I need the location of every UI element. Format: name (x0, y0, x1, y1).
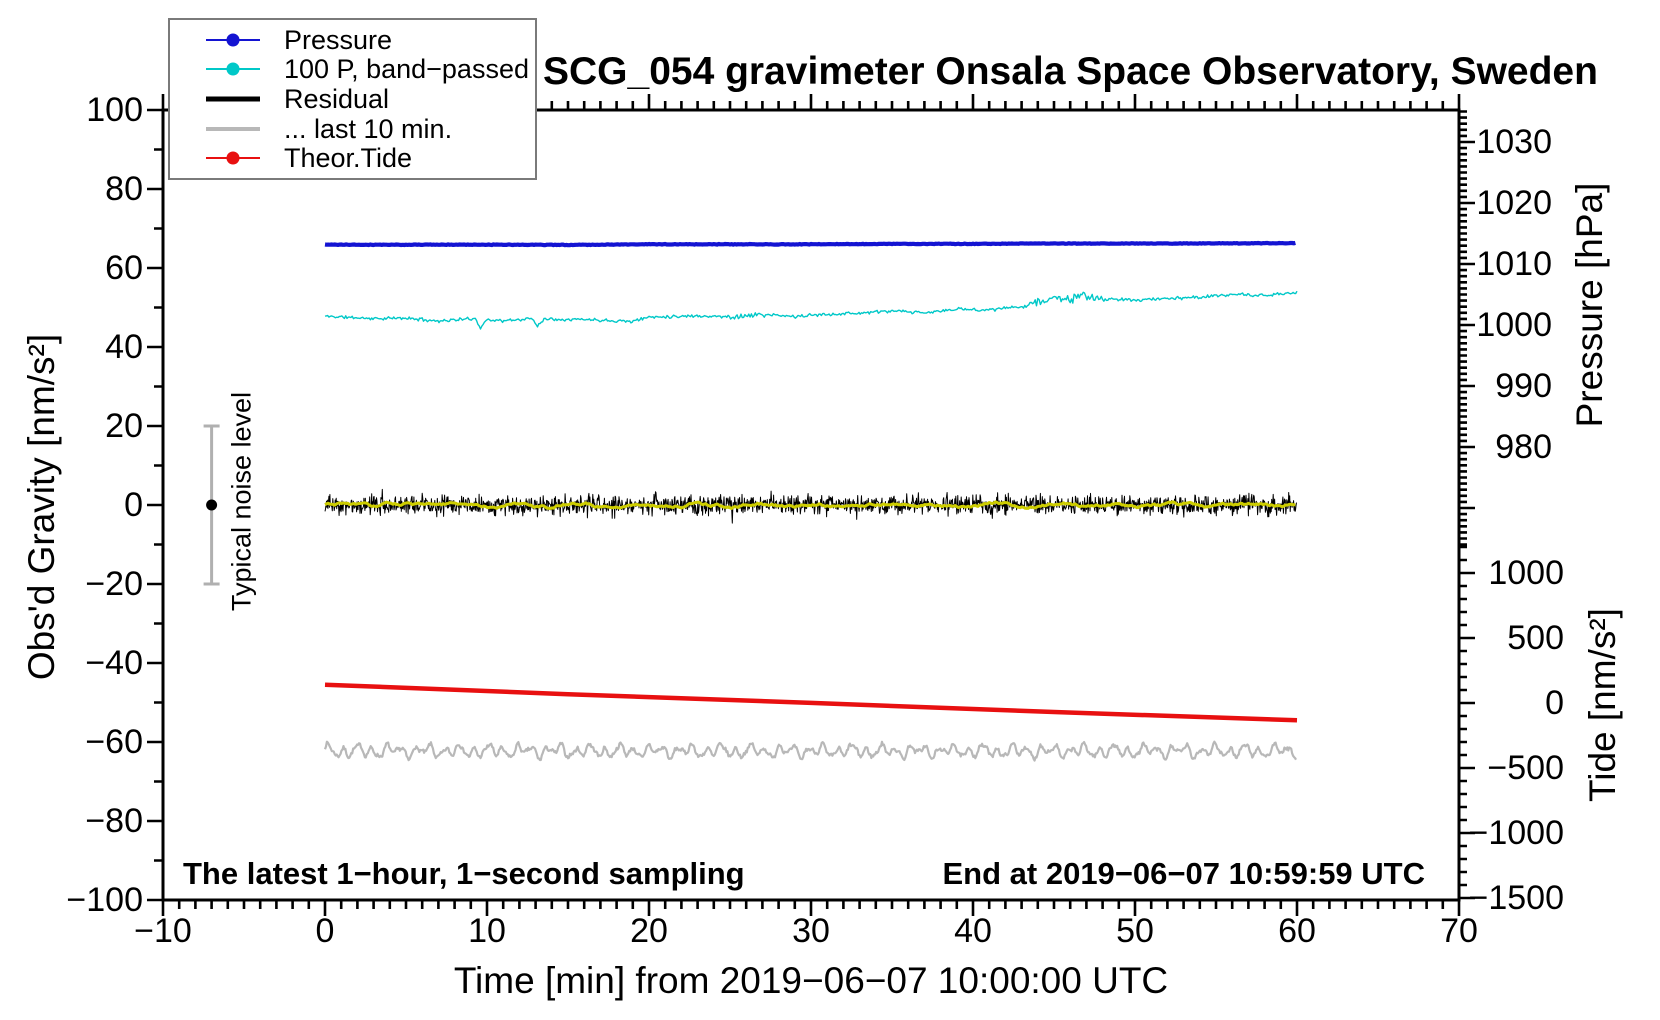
x-tick-label: 30 (792, 912, 830, 950)
tide-tick-label: −500 (1487, 749, 1564, 787)
noise-level-label: Typical noise level (226, 391, 257, 612)
plot-title: SCG_054 gravimeter Onsala Space Observat… (543, 50, 1598, 93)
legend-label: 100 P, band−passed (284, 54, 529, 85)
legend-item: Pressure (170, 26, 535, 54)
x-tick-label: 10 (468, 912, 506, 950)
y-left-tick-label: 20 (105, 407, 143, 445)
y-left-tick-label: 100 (86, 91, 143, 129)
series-last-10-min (323, 740, 1297, 762)
tide-tick-label: 0 (1545, 684, 1564, 722)
x-tick-label: 70 (1440, 912, 1478, 950)
x-tick-label: 40 (954, 912, 992, 950)
pressure-tick-label: 1030 (1476, 123, 1552, 161)
pressure-tick-label: 1020 (1476, 184, 1552, 222)
tide-tick-label: 500 (1507, 619, 1564, 657)
legend-marker-dot (226, 151, 240, 165)
series-band-passed (324, 290, 1298, 330)
legend-label: ... last 10 min. (284, 113, 453, 144)
y-left-tick-label: −40 (85, 644, 143, 682)
legend-item: Theor.Tide (170, 144, 535, 172)
legend-label: Residual (284, 83, 390, 114)
x-tick-label: 60 (1278, 912, 1316, 950)
tide-axis-title: Tide [nm/s²] (1582, 608, 1623, 802)
sampling-note: The latest 1−hour, 1−second sampling (183, 856, 745, 891)
x-axis-title: Time [min] from 2019−06−07 10:00:00 UTC (453, 960, 1169, 1001)
legend-label: Pressure (284, 24, 393, 55)
legend-item: Residual (170, 85, 535, 113)
y-left-tick-label: 0 (124, 486, 143, 524)
tide-tick-label: −1000 (1468, 814, 1565, 852)
series-pressure (324, 240, 1296, 248)
tide-tick-label: −1500 (1468, 879, 1565, 917)
legend-item: ... last 10 min. (170, 115, 535, 143)
pressure-tick-label: 990 (1495, 367, 1552, 405)
series-residual-smoothed (324, 500, 1296, 510)
x-tick-label: 50 (1116, 912, 1154, 950)
legend: Pressure 100 P, band−passed Residual... la… (168, 18, 537, 180)
end-time-note: End at 2019−06−07 10:59:59 UTC (942, 856, 1426, 891)
x-tick-label: −10 (134, 912, 192, 950)
noise-bar-dot (206, 499, 218, 511)
y-left-tick-label: −100 (66, 881, 143, 919)
y-left-tick-label: 60 (105, 249, 143, 287)
pressure-tick-label: 1010 (1476, 245, 1552, 283)
pressure-tick-label: 980 (1495, 428, 1552, 466)
y-left-tick-label: −20 (85, 565, 143, 603)
legend-item: 100 P, band−passed (170, 55, 535, 83)
legend-marker-dot (226, 62, 240, 76)
tide-tick-label: 1000 (1488, 554, 1564, 592)
y-left-tick-label: 40 (105, 328, 143, 366)
series-theor-tide (324, 682, 1298, 723)
pressure-tick-label: 1000 (1476, 306, 1552, 344)
series-residual (324, 488, 1297, 524)
legend-marker-dot (226, 33, 240, 47)
x-tick-label: 0 (315, 912, 335, 950)
y-left-tick-label: −80 (85, 802, 143, 840)
y-left-tick-label: 80 (105, 170, 143, 208)
x-tick-label: 20 (630, 912, 668, 950)
legend-label: Theor.Tide (284, 143, 413, 174)
y-left-tick-label: −60 (85, 723, 143, 761)
